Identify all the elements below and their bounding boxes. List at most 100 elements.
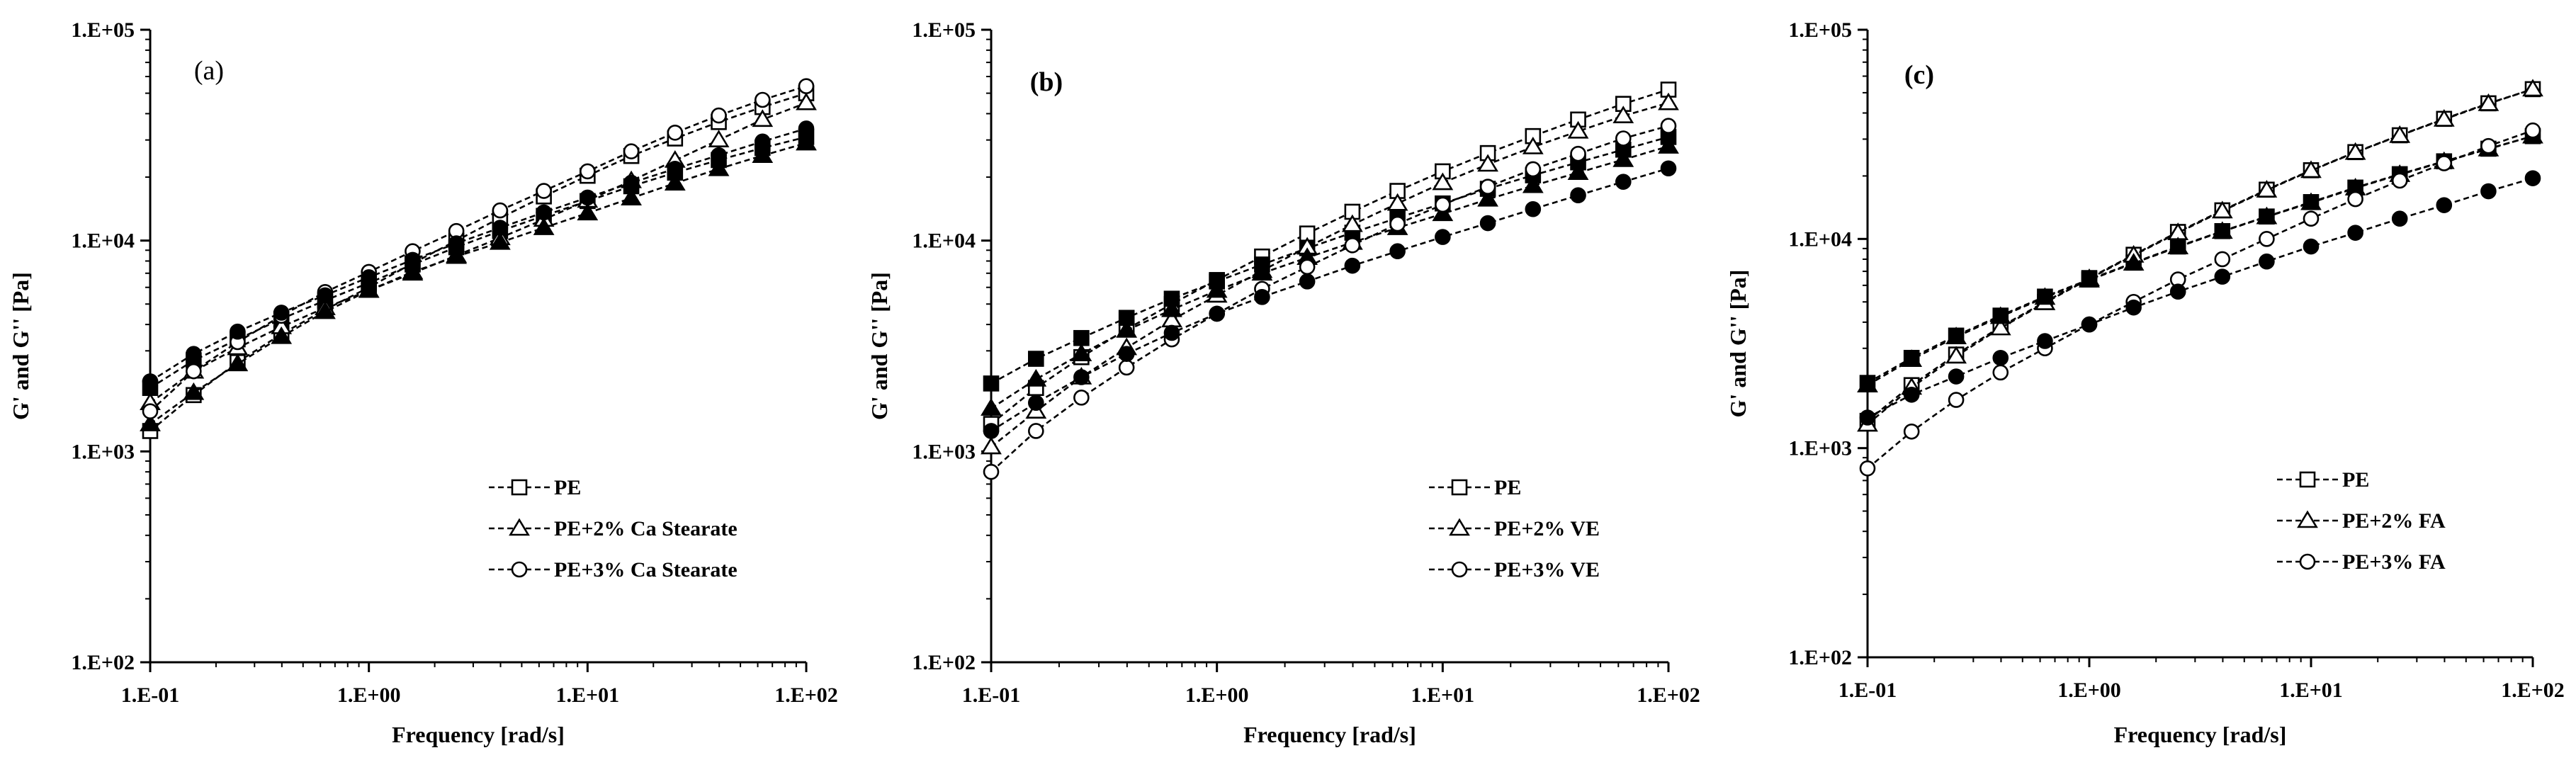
data-point bbox=[1522, 175, 1544, 193]
series-line bbox=[990, 89, 1669, 425]
data-point bbox=[140, 414, 161, 431]
y-tick-label: 1.E+03 bbox=[912, 440, 976, 463]
data-point bbox=[708, 130, 730, 147]
legend-label: PE+3% VE bbox=[1494, 558, 1600, 582]
x-axis-title: Frequency [rad/s] bbox=[392, 722, 565, 747]
data-point bbox=[1254, 289, 1270, 305]
data-point bbox=[315, 301, 336, 319]
data-point bbox=[711, 107, 727, 124]
data-point bbox=[2433, 108, 2455, 127]
legend-marker bbox=[2297, 510, 2318, 528]
data-point bbox=[623, 174, 640, 191]
panel-label: (a) bbox=[194, 56, 224, 86]
data-point bbox=[2256, 206, 2278, 225]
data-point bbox=[2389, 125, 2411, 143]
data-point bbox=[2347, 225, 2363, 241]
data-point bbox=[317, 287, 334, 304]
data-point bbox=[798, 120, 815, 137]
plot-axes bbox=[981, 28, 1670, 672]
data-point bbox=[1432, 203, 1454, 222]
series-line bbox=[990, 101, 1669, 448]
x-tick-label: 1.E+02 bbox=[774, 684, 838, 707]
data-point bbox=[1477, 188, 1498, 207]
data-point bbox=[580, 189, 596, 206]
series-line bbox=[149, 92, 807, 432]
data-point bbox=[667, 161, 684, 177]
data-point bbox=[1435, 196, 1451, 213]
data-point bbox=[621, 188, 642, 206]
data-point bbox=[1948, 392, 1965, 408]
data-point bbox=[2524, 170, 2541, 186]
x-tick-label: 1.E+01 bbox=[1411, 684, 1475, 707]
data-point bbox=[230, 323, 246, 340]
y-tick-label: 1.E+03 bbox=[1788, 437, 1852, 460]
data-point bbox=[1992, 349, 2009, 366]
data-point bbox=[227, 353, 249, 372]
data-point bbox=[664, 173, 686, 191]
data-point bbox=[2436, 155, 2453, 171]
legend-marker bbox=[511, 479, 528, 496]
data-point bbox=[1989, 306, 2011, 324]
data-point bbox=[405, 251, 421, 268]
data-point bbox=[1522, 136, 1544, 154]
x-tick-label: 1.E+01 bbox=[556, 684, 620, 707]
data-point bbox=[1344, 257, 1361, 274]
series-line bbox=[1867, 135, 2533, 386]
data-point bbox=[2478, 93, 2499, 111]
series-line bbox=[1867, 88, 2533, 422]
series-line bbox=[1867, 129, 2533, 470]
data-point bbox=[2081, 316, 2098, 333]
data-point bbox=[1209, 305, 1225, 322]
legend-label: PE+3% FA bbox=[2342, 550, 2446, 574]
data-point bbox=[533, 217, 555, 235]
data-point bbox=[2123, 253, 2145, 271]
chart-svg: 1.E-01 1.E+00 1.E+01 1.E+02 1.E+02 1.E+03 1.E+… bbox=[1725, 18, 2565, 747]
panel-label: (c) bbox=[1904, 60, 1934, 90]
y-axis-title: G' and G'' [Pa] bbox=[866, 272, 892, 420]
data-point bbox=[273, 305, 290, 321]
x-tick-label: 1.E+01 bbox=[2279, 679, 2343, 702]
data-point bbox=[1570, 145, 1586, 162]
data-point bbox=[2436, 197, 2453, 213]
legend-marker bbox=[1451, 561, 1468, 578]
plot-axes bbox=[140, 28, 808, 672]
data-point bbox=[1615, 174, 1632, 190]
data-point bbox=[1948, 368, 1965, 385]
data-point bbox=[1073, 329, 1090, 346]
series-triangle-filled bbox=[140, 132, 817, 431]
data-point bbox=[186, 363, 202, 380]
data-point bbox=[1070, 344, 1092, 361]
data-point bbox=[142, 403, 159, 419]
x-tick-label: 1.E+00 bbox=[2057, 679, 2121, 702]
data-point bbox=[2347, 191, 2363, 208]
data-point bbox=[536, 183, 552, 199]
data-point bbox=[1658, 136, 1679, 154]
legend-label: PE+3% Ca Stearate bbox=[554, 558, 738, 582]
data-point bbox=[2480, 137, 2497, 154]
series-line bbox=[149, 136, 807, 389]
data-point bbox=[796, 92, 817, 110]
data-point bbox=[2391, 210, 2408, 227]
legend-label: PE bbox=[554, 476, 581, 499]
data-point bbox=[1992, 364, 2009, 381]
data-point bbox=[1432, 172, 1454, 191]
series-circle-open bbox=[983, 118, 1677, 480]
legend-label: PE+2% FA bbox=[2342, 509, 2446, 533]
data-point bbox=[1857, 375, 1878, 393]
series-triangle-open bbox=[1857, 79, 2543, 432]
data-point bbox=[2391, 172, 2408, 189]
chart-svg: 1.E-01 1.E+00 1.E+01 1.E+02 1.E+02 1.E+03 1.E+… bbox=[8, 18, 838, 747]
data-point bbox=[2214, 268, 2231, 285]
legend-marker bbox=[1449, 518, 1470, 536]
data-point bbox=[1945, 327, 1967, 345]
data-point bbox=[983, 375, 1000, 392]
chart-panel-c: 1.E-01 1.E+00 1.E+01 1.E+02 1.E+02 1.E+03 1.E+… bbox=[1717, 0, 2576, 760]
data-point bbox=[2211, 221, 2233, 239]
x-tick-label: 1.E+02 bbox=[1637, 684, 1700, 707]
data-point bbox=[577, 203, 599, 221]
data-point bbox=[1028, 395, 1044, 412]
data-point bbox=[2079, 270, 2100, 288]
series-line bbox=[1867, 135, 2533, 384]
data-point bbox=[754, 91, 771, 108]
data-point bbox=[1567, 120, 1589, 139]
